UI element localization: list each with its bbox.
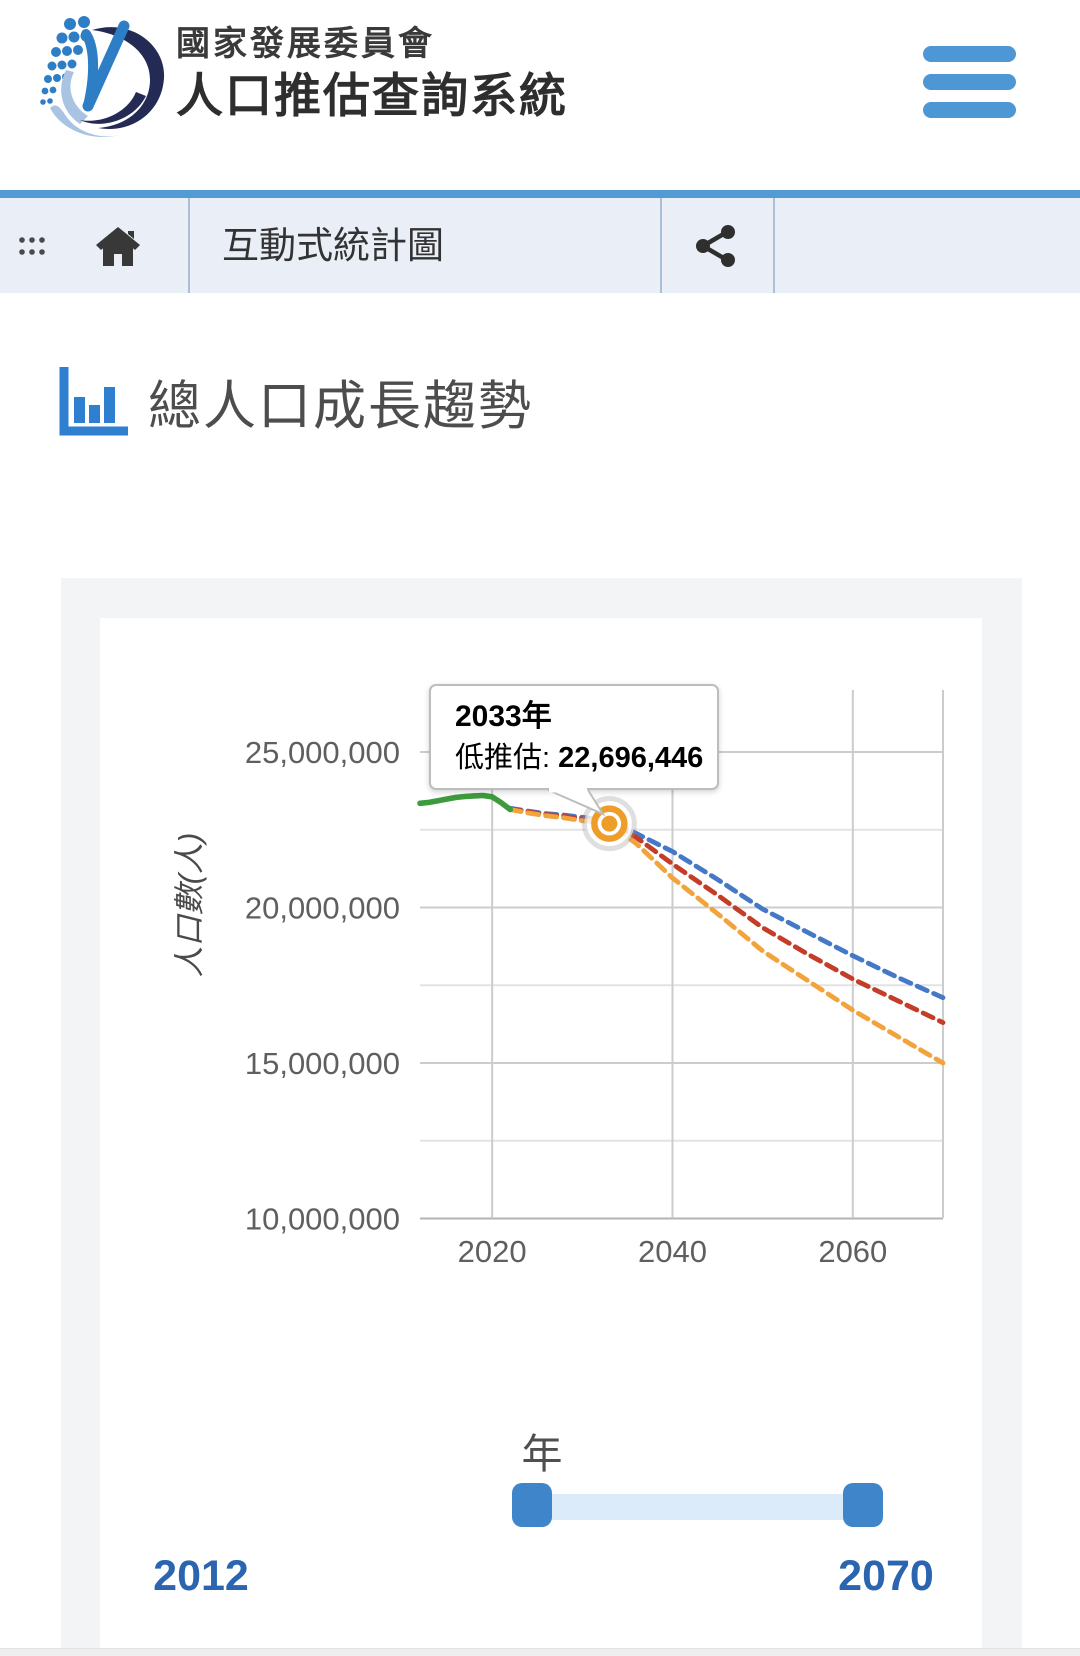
y-tick-label: 20,000,000 <box>245 891 400 926</box>
hamburger-bar <box>923 46 1016 62</box>
year-range-slider-track[interactable] <box>532 1494 864 1520</box>
tooltip-year: 2033年 <box>455 700 552 733</box>
logo-swoosh2 <box>80 92 146 124</box>
series-low_projection <box>507 807 946 1066</box>
series-actual <box>417 792 513 813</box>
breadcrumb-label[interactable]: 互動式統計圖 <box>222 225 444 266</box>
slider-min-label: 2012 <box>153 1552 249 1600</box>
slider-handle-max[interactable] <box>843 1483 883 1527</box>
population-line-chart[interactable]: 25,000,000 20,000,000 15,000,000 10,000,000… <box>0 578 1080 1648</box>
y-axis-title: 人口數(人) <box>172 833 207 978</box>
chart-tooltip: 2033年 低推估: 22,696,446 <box>429 684 719 790</box>
x-tick-label: 2020 <box>458 1234 527 1269</box>
series-medium_projection <box>507 806 946 1025</box>
y-tick-label: 25,000,000 <box>245 735 400 770</box>
app-header: 國家發展委員會 人口推估查詢系統 <box>0 0 1080 190</box>
hamburger-bar <box>923 74 1016 90</box>
org-title: 國家發展委員會 <box>176 25 435 63</box>
home-icon[interactable] <box>92 198 144 293</box>
breadcrumb-divider <box>660 198 662 293</box>
logo-n-stroke <box>81 29 99 111</box>
slider-handle-min[interactable] <box>512 1483 552 1527</box>
hamburger-icon[interactable] <box>923 46 1016 119</box>
app-title: 人口推估查詢系統 <box>176 69 568 122</box>
grid-dots-icon[interactable] <box>8 198 60 293</box>
logo-swoosh <box>92 27 165 129</box>
share-icon[interactable] <box>688 198 744 293</box>
breadcrumb-divider <box>188 198 190 293</box>
marker-dot <box>601 815 618 832</box>
footer-strip <box>0 1648 1080 1656</box>
slider-max-label: 2070 <box>838 1552 934 1600</box>
tooltip-value: 22,696,446 <box>558 742 704 774</box>
x-tick-label: 2040 <box>638 1234 707 1269</box>
header-accent-line <box>0 190 1080 198</box>
y-tick-label: 15,000,000 <box>245 1046 400 1081</box>
header-titles: 國家發展委員會 人口推估查詢系統 <box>176 22 568 126</box>
slider-axis-label: 年 <box>521 1431 563 1477</box>
page-title: 總人口成長趨勢 <box>148 377 533 436</box>
logo-light-arc <box>61 70 88 124</box>
tooltip-callout-pointer <box>547 787 606 817</box>
tooltip-value-line: 低推估: 22,696,446 <box>455 738 717 778</box>
bar-chart-icon <box>59 367 128 436</box>
breadcrumb-bar: 互動式統計圖 <box>0 198 1080 293</box>
y-tick-label: 10,000,000 <box>245 1202 400 1237</box>
section-title-row: 總人口成長趨勢 <box>58 364 533 440</box>
breadcrumb-divider <box>773 198 775 293</box>
logo-light-ribbon <box>50 105 128 138</box>
ndc-logo[interactable] <box>36 12 172 146</box>
tooltip-series-label: 低推估: <box>455 742 559 774</box>
hamburger-bar <box>923 102 1016 118</box>
x-tick-label: 2060 <box>818 1234 887 1269</box>
